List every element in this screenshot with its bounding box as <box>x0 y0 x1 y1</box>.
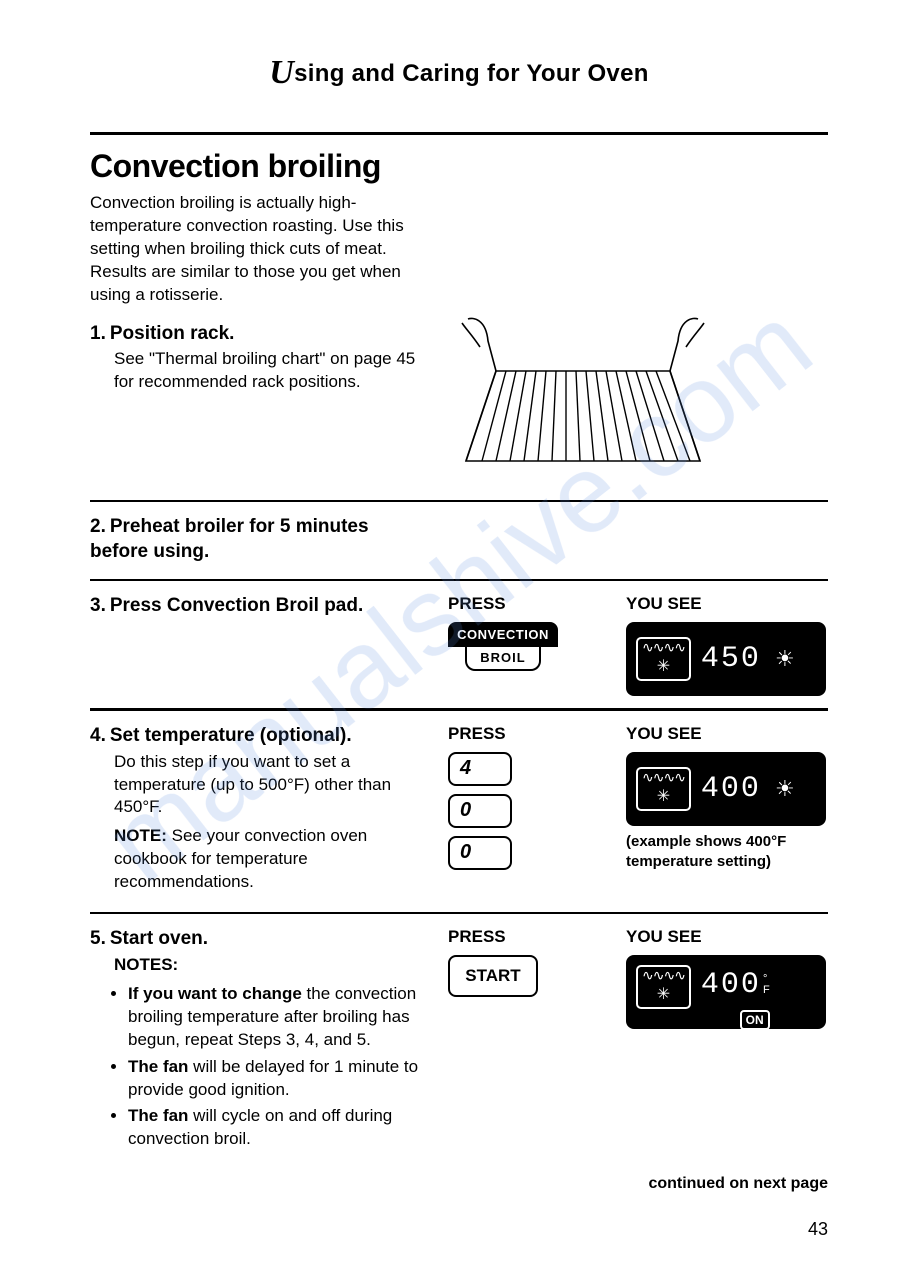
step-5: 5.Start oven. NOTES: If you want to chan… <box>90 926 828 1155</box>
display-caption: (example shows 400°F temperature setting… <box>626 832 826 873</box>
step4-heading: 4.Set temperature (optional). <box>90 723 430 749</box>
note-bullet: The fan will cycle on and off during con… <box>128 1105 430 1151</box>
step2-num: 2. <box>90 516 106 537</box>
fan-icon: ✳ <box>657 659 670 675</box>
display-temp: 400 <box>701 769 761 810</box>
step3-num: 3. <box>90 595 106 616</box>
header-dropcap: U <box>269 54 294 91</box>
fan-icon: ✳ <box>657 789 670 805</box>
step-4: 4.Set temperature (optional). Do this st… <box>90 723 828 900</box>
step4-num: 4. <box>90 725 106 746</box>
step4-body1: Do this step if you want to set a temper… <box>114 751 430 820</box>
display-temp: 400 <box>701 965 761 1006</box>
step-1: 1.Position rack. See "Thermal broiling c… <box>90 321 828 488</box>
keypad-0: 0 <box>448 836 512 870</box>
display-temp: 450 <box>701 639 761 680</box>
step4-title: Set temperature (optional). <box>110 725 352 746</box>
see-label: YOU SEE <box>626 926 826 949</box>
divider <box>90 912 828 914</box>
see-label: YOU SEE <box>626 593 826 616</box>
step2-heading: 2.Preheat broiler for 5 minutes before u… <box>90 514 430 565</box>
step3-heading: 3.Press Convection Broil pad. <box>90 593 430 619</box>
step1-title: Position rack. <box>110 323 235 344</box>
press-label: PRESS <box>448 593 608 616</box>
notes-label: NOTES: <box>114 954 430 977</box>
intro-paragraph: Convection broiling is actually high-tem… <box>90 192 430 307</box>
on-indicator: ON <box>740 1010 770 1030</box>
step5-num: 5. <box>90 928 106 949</box>
step5-heading: 5.Start oven. <box>90 926 430 952</box>
step1-body: See "Thermal broiling chart" on page 45 … <box>114 348 430 394</box>
step3-title: Press Convection Broil pad. <box>110 595 363 616</box>
convection-broil-button: CONVECTION BROIL <box>448 622 558 671</box>
page-header: Using and Caring for Your Oven <box>90 50 828 96</box>
heating-icon: ∿∿∿∿ ✳ <box>636 637 691 681</box>
press-label: PRESS <box>448 926 608 949</box>
step1-heading: 1.Position rack. <box>90 321 430 347</box>
start-button: START <box>448 955 538 997</box>
conv-button-bot: BROIL <box>465 647 541 671</box>
divider <box>90 132 828 135</box>
continued-label: continued on next page <box>90 1173 828 1195</box>
divider <box>90 579 828 581</box>
header-rest: sing and Caring for Your Oven <box>294 60 649 87</box>
deg-f-icon: °F <box>763 974 770 996</box>
sun-icon: ☀ <box>775 774 795 804</box>
section-title: Convection broiling <box>90 145 828 188</box>
press-label: PRESS <box>448 723 608 746</box>
fan-icon: ✳ <box>657 987 670 1003</box>
note-bullet: If you want to change the convection bro… <box>128 983 430 1052</box>
note-bullet: The fan will be delayed for 1 minute to … <box>128 1056 430 1102</box>
oven-display: ∿∿∿∿ ✳ 400 ☀ <box>626 752 826 826</box>
heating-icon: ∿∿∿∿ ✳ <box>636 767 691 811</box>
step-2: 2.Preheat broiler for 5 minutes before u… <box>90 514 828 567</box>
sun-icon: ☀ <box>775 644 795 674</box>
step4-note: NOTE: See your convection oven cookbook … <box>114 825 430 894</box>
step5-title: Start oven. <box>110 928 208 949</box>
page-number: 43 <box>90 1217 828 1241</box>
divider <box>90 500 828 502</box>
conv-button-top: CONVECTION <box>448 622 558 648</box>
keypad-4: 4 <box>448 752 512 786</box>
divider <box>90 708 828 711</box>
rack-illustration <box>448 311 828 488</box>
step1-num: 1. <box>90 323 106 344</box>
step2-title: Preheat broiler for 5 minutes before usi… <box>90 516 369 563</box>
oven-display: ∿∿∿∿ ✳ 400 °F ON <box>626 955 826 1029</box>
step-3: 3.Press Convection Broil pad. PRESS CONV… <box>90 593 828 696</box>
see-label: YOU SEE <box>626 723 826 746</box>
heating-icon: ∿∿∿∿ ✳ <box>636 965 691 1009</box>
oven-display: ∿∿∿∿ ✳ 450 ☀ <box>626 622 826 696</box>
keypad-0: 0 <box>448 794 512 828</box>
